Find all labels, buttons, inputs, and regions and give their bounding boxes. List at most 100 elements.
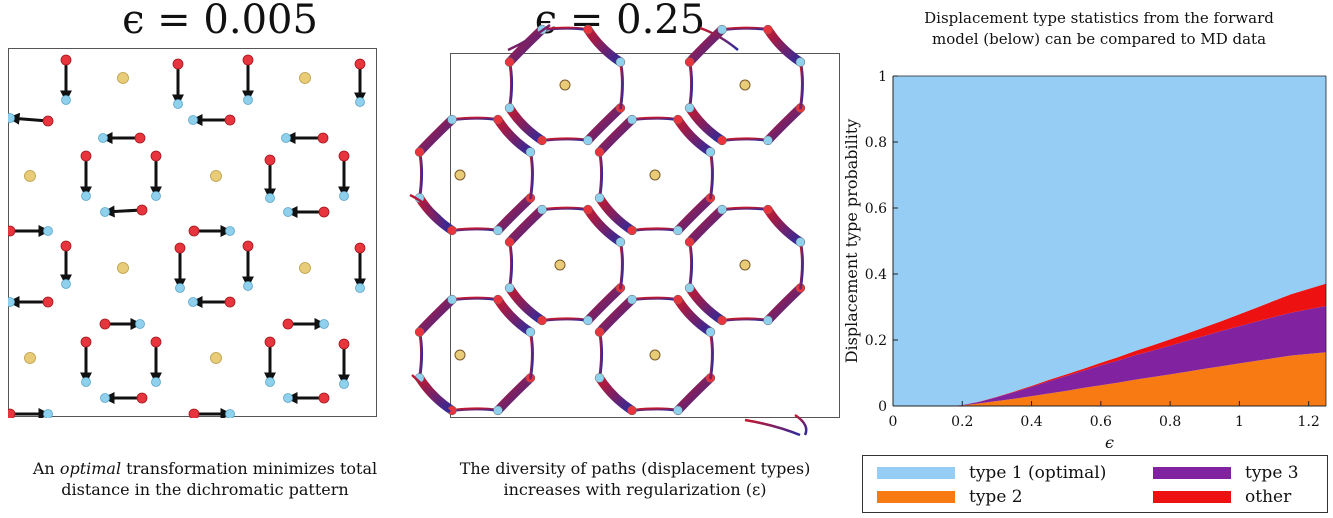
red-atom [317,132,329,144]
red-atom [242,240,254,252]
red-atom [264,336,276,348]
red-atom [150,336,162,348]
displacement-path [450,227,500,232]
blue-atom [717,204,727,215]
blue-atom [61,279,71,289]
legend-label-type1: type 1 (optimal) [969,463,1107,483]
path-bundle [795,57,806,110]
gold-atom [210,170,222,182]
legend-swatch-other [1153,491,1231,503]
path-bundle [414,330,425,383]
red-atom [763,24,773,35]
gold-atom [559,79,571,91]
red-atom [318,392,330,404]
red-atom [338,150,350,162]
red-atom [224,114,236,126]
area-series-type-2 [893,352,1326,406]
displacement-path [630,407,680,412]
red-atom [673,294,683,305]
displacement-path [699,26,739,51]
path-bundle [525,147,536,200]
displacement-path [540,206,590,212]
blue-atom [537,204,547,215]
blue-atom [705,327,716,337]
displacement-path [540,26,590,32]
blue-atom [281,133,291,143]
red-atom [8,225,16,237]
left-panel-title: ϵ = 0.005 [122,0,318,43]
red-atom [627,225,637,236]
gold-atom [739,259,751,271]
red-atom [224,296,236,308]
left-caption-line2: distance in the dichromatic pattern [61,480,349,499]
red-atom [42,115,54,127]
blue-atom [673,225,683,236]
displacement-path [409,193,449,226]
blue-atom [684,283,695,293]
red-atom [150,150,162,162]
left-caption-pre: An [32,459,60,478]
red-atom [80,150,92,162]
blue-atom [763,135,773,146]
path-bundle [615,237,626,290]
red-atom [493,294,503,305]
y-tick-label: 1 [878,69,887,85]
stacked-area-chart: 0 0.2 0.4 0.6 0.8 1 0 0.2 0.4 0.6 0.8 1 1.2 ϵ Displace… [842,69,1327,452]
red-atom [594,327,605,337]
displacement-arrow [8,112,49,125]
blue-atom [135,319,145,329]
displacement-path [450,116,500,122]
red-atom [414,327,425,337]
blue-atom [447,114,457,125]
legend-swatch-type3 [1153,467,1231,479]
blue-atom [243,281,253,291]
red-atom [504,57,515,67]
blue-atom [673,405,683,416]
blue-atom [81,191,91,201]
displacement-path [720,206,770,212]
y-tick-label: 0 [878,399,887,415]
displacement-arrow [102,205,143,218]
blue-atom [763,315,773,326]
red-atom [493,114,503,125]
blue-atom [504,103,515,113]
red-atom [282,318,294,330]
red-atom [264,154,276,166]
x-tick-label: 1 [1235,414,1244,430]
y-axis-label: Displacement type probability [842,119,861,364]
blue-atom [100,207,110,217]
red-atom [136,392,148,404]
red-atom [80,336,92,348]
blue-atom [493,225,503,236]
path-bundle [705,327,716,380]
red-atom [717,315,727,326]
blue-atom [8,297,15,307]
red-atom [763,204,773,215]
blue-atom [283,207,293,217]
red-atom [188,225,200,237]
blue-atom [583,135,593,146]
x-tick-label: 0 [889,414,898,430]
blue-atom [225,409,235,418]
path-bundle [525,327,536,380]
gold-atom [299,262,311,274]
x-tick-label: 1.2 [1298,414,1320,430]
x-tick-label: 0.8 [1159,414,1181,430]
blue-atom [8,113,15,123]
blue-atom [705,147,716,157]
blue-atom [188,297,198,307]
left-panel-pattern [8,48,377,418]
displacement-path [630,296,680,302]
chart-title: Displacement type statistics from the fo… [870,8,1328,50]
path-bundle [414,150,425,203]
blue-atom [525,147,536,157]
displacement-path [418,330,424,380]
path-bundle [414,295,457,337]
red-atom [338,338,350,350]
blue-atom [355,97,365,107]
y-tick-label: 0.6 [865,201,887,217]
gold-atom [454,349,466,361]
legend-label-other: other [1245,487,1292,507]
blue-atom [615,57,626,67]
red-atom [717,135,727,146]
